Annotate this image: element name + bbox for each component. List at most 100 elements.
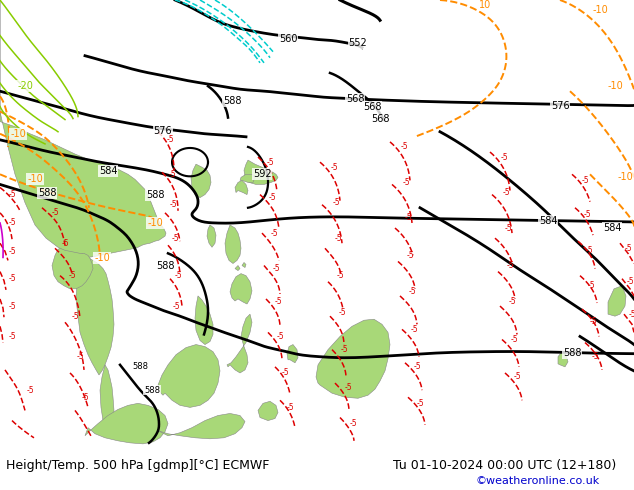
- Text: 568: 568: [363, 102, 381, 112]
- Polygon shape: [158, 414, 245, 439]
- Text: 588: 588: [144, 386, 160, 394]
- Text: -10: -10: [147, 218, 163, 228]
- Text: -5: -5: [8, 190, 16, 199]
- Text: -5: -5: [8, 219, 16, 227]
- Text: -5: -5: [68, 271, 76, 280]
- Text: -5: -5: [274, 297, 281, 307]
- Polygon shape: [191, 164, 211, 197]
- Text: -5: -5: [585, 246, 593, 255]
- Polygon shape: [0, 0, 166, 257]
- Text: -5: -5: [413, 362, 421, 371]
- Text: -10: -10: [94, 253, 110, 264]
- Polygon shape: [207, 225, 216, 247]
- Polygon shape: [158, 344, 220, 407]
- Text: -5: -5: [166, 135, 174, 145]
- Text: -5: -5: [270, 228, 278, 238]
- Text: Height/Temp. 500 hPa [gdmp][°C] ECMWF: Height/Temp. 500 hPa [gdmp][°C] ECMWF: [6, 459, 269, 472]
- Text: 588: 588: [146, 190, 164, 199]
- Text: 588: 588: [223, 97, 242, 106]
- Text: -5: -5: [587, 281, 595, 290]
- Text: -5: -5: [502, 188, 510, 197]
- Text: -5: -5: [591, 352, 598, 361]
- Text: -5: -5: [276, 332, 284, 341]
- Text: -5: -5: [349, 419, 357, 428]
- Text: Tu 01-10-2024 00:00 UTC (12+180): Tu 01-10-2024 00:00 UTC (12+180): [393, 459, 616, 472]
- Text: -5: -5: [583, 210, 591, 220]
- Text: -10: -10: [607, 81, 623, 91]
- Text: -5: -5: [268, 193, 276, 202]
- Polygon shape: [100, 365, 114, 431]
- Text: -5: -5: [172, 301, 180, 311]
- Text: -5: -5: [340, 345, 348, 354]
- Text: -5: -5: [26, 386, 34, 394]
- Text: -5: -5: [71, 312, 79, 320]
- Polygon shape: [85, 403, 168, 444]
- Text: 592: 592: [253, 170, 271, 179]
- Text: 576: 576: [551, 101, 569, 111]
- Text: -5: -5: [406, 251, 414, 260]
- Text: -5: -5: [589, 317, 597, 326]
- Text: -5: -5: [338, 308, 346, 317]
- Text: ©weatheronline.co.uk: ©weatheronline.co.uk: [476, 476, 600, 486]
- Text: -5: -5: [344, 383, 352, 392]
- Text: -5: -5: [330, 163, 338, 172]
- Text: -5: -5: [504, 223, 512, 233]
- Polygon shape: [244, 160, 278, 184]
- Text: 588: 588: [38, 188, 56, 197]
- Text: -5: -5: [402, 178, 410, 187]
- Polygon shape: [195, 296, 213, 344]
- Text: 10: 10: [479, 0, 491, 10]
- Polygon shape: [558, 352, 568, 367]
- Text: -5: -5: [336, 271, 344, 280]
- Polygon shape: [316, 319, 390, 398]
- Text: -5: -5: [8, 301, 16, 311]
- Text: -20: -20: [17, 81, 33, 91]
- Text: 568: 568: [346, 94, 365, 104]
- Text: 588: 588: [156, 261, 174, 270]
- Text: -5: -5: [272, 264, 280, 273]
- Text: -10: -10: [592, 5, 608, 15]
- Text: -5: -5: [169, 200, 177, 209]
- Polygon shape: [227, 314, 252, 373]
- Text: 588: 588: [563, 348, 581, 358]
- Text: -5: -5: [404, 213, 412, 222]
- Polygon shape: [240, 174, 255, 182]
- Text: -5: -5: [171, 234, 179, 243]
- Text: -5: -5: [626, 277, 634, 286]
- Text: 568: 568: [371, 114, 389, 123]
- Text: -5: -5: [410, 325, 418, 334]
- Text: 588: 588: [132, 362, 148, 371]
- Text: 584: 584: [99, 166, 117, 176]
- Text: -5: -5: [332, 198, 340, 207]
- Text: -5: -5: [500, 152, 508, 162]
- Text: -5: -5: [581, 176, 589, 185]
- Text: -5: -5: [168, 170, 176, 179]
- Text: -5: -5: [51, 208, 59, 218]
- Text: 584: 584: [539, 216, 557, 226]
- Text: 552: 552: [349, 38, 367, 48]
- Polygon shape: [235, 180, 248, 195]
- Polygon shape: [52, 248, 93, 289]
- Text: -5: -5: [400, 143, 408, 151]
- Text: -5: -5: [416, 399, 424, 408]
- Text: -5: -5: [8, 274, 16, 283]
- Text: -5: -5: [286, 403, 294, 412]
- Text: -5: -5: [506, 261, 514, 270]
- Text: -5: -5: [76, 352, 84, 361]
- Polygon shape: [242, 263, 246, 268]
- Polygon shape: [287, 344, 298, 363]
- Text: 576: 576: [153, 126, 172, 136]
- Text: -5: -5: [624, 244, 632, 253]
- Text: -5: -5: [266, 158, 274, 167]
- Text: -10: -10: [617, 172, 633, 182]
- Text: -5: -5: [510, 335, 518, 344]
- Text: -5: -5: [81, 393, 89, 402]
- Text: 560: 560: [279, 33, 297, 44]
- Text: -5: -5: [628, 310, 634, 318]
- Text: -5: -5: [61, 239, 69, 248]
- Text: -5: -5: [513, 372, 521, 382]
- Text: -5: -5: [8, 247, 16, 256]
- Polygon shape: [230, 273, 252, 304]
- Text: -5: -5: [408, 287, 416, 296]
- Text: -5: -5: [281, 368, 289, 377]
